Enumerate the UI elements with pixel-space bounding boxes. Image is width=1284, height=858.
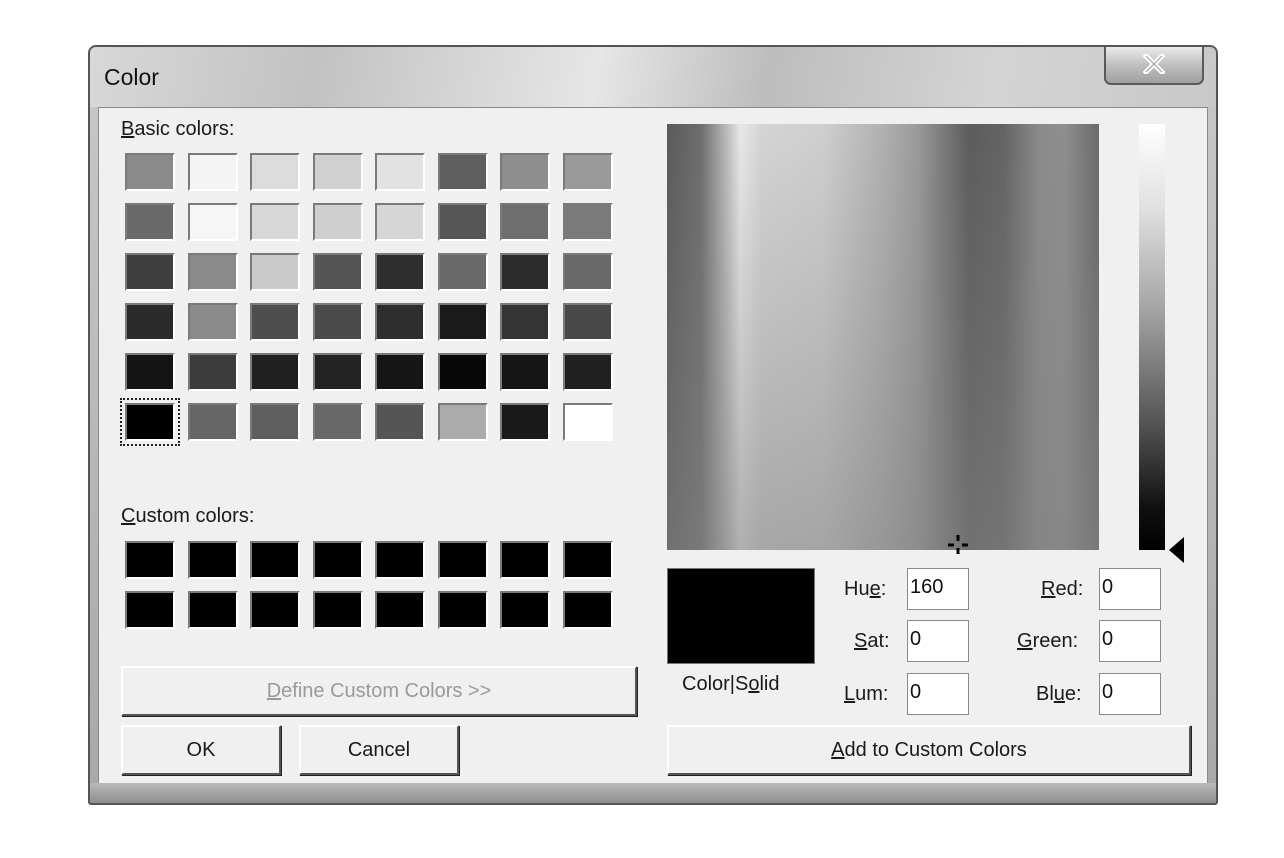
blue-field[interactable]: 0 bbox=[1099, 673, 1161, 715]
basic-color-swatch[interactable] bbox=[125, 303, 175, 341]
luminosity-bar[interactable] bbox=[1139, 124, 1165, 550]
cancel-button[interactable]: Cancel bbox=[299, 725, 459, 775]
custom-colors-label: Custom colors: bbox=[121, 505, 255, 527]
basic-color-swatch[interactable] bbox=[375, 153, 425, 191]
custom-color-swatch[interactable] bbox=[375, 541, 425, 579]
basic-color-swatch[interactable] bbox=[500, 203, 550, 241]
basic-color-swatch[interactable] bbox=[250, 253, 300, 291]
basic-color-swatch[interactable] bbox=[125, 253, 175, 291]
basic-color-swatch[interactable] bbox=[187, 303, 238, 341]
basic-color-swatch[interactable] bbox=[500, 353, 550, 391]
lum-label: Lum: bbox=[844, 683, 889, 705]
basic-color-swatch[interactable] bbox=[312, 203, 363, 241]
basic-color-swatch[interactable] bbox=[562, 253, 613, 291]
green-label: Green: bbox=[1017, 630, 1079, 652]
custom-color-swatch[interactable] bbox=[250, 541, 300, 579]
basic-color-swatch[interactable] bbox=[437, 403, 488, 441]
basic-color-swatch[interactable] bbox=[187, 153, 238, 191]
green-field[interactable]: 0 bbox=[1099, 620, 1161, 662]
custom-color-swatch[interactable] bbox=[562, 541, 613, 579]
basic-color-swatch[interactable] bbox=[312, 303, 363, 341]
custom-color-swatch[interactable] bbox=[500, 541, 550, 579]
basic-color-swatch[interactable] bbox=[562, 403, 613, 441]
basic-color-swatch[interactable] bbox=[120, 398, 180, 446]
basic-color-swatch[interactable] bbox=[437, 353, 488, 391]
basic-color-swatch[interactable] bbox=[125, 153, 175, 191]
basic-color-swatch[interactable] bbox=[375, 403, 425, 441]
basic-color-swatch[interactable] bbox=[312, 253, 363, 291]
basic-color-swatch[interactable] bbox=[375, 353, 425, 391]
basic-color-swatch[interactable] bbox=[437, 303, 488, 341]
red-label: Red: bbox=[1041, 578, 1084, 600]
basic-color-swatch[interactable] bbox=[250, 403, 300, 441]
basic-color-swatch[interactable] bbox=[500, 403, 550, 441]
color-solid-label: Color|Solid bbox=[682, 673, 780, 695]
basic-color-swatch[interactable] bbox=[250, 203, 300, 241]
window-bottom-border bbox=[90, 783, 1216, 803]
custom-color-swatch[interactable] bbox=[437, 541, 488, 579]
basic-color-swatch[interactable] bbox=[187, 253, 238, 291]
custom-color-swatch[interactable] bbox=[187, 591, 238, 629]
sat-label: Sat: bbox=[854, 630, 890, 652]
basic-color-swatch[interactable] bbox=[312, 353, 363, 391]
basic-color-swatch[interactable] bbox=[250, 153, 300, 191]
basic-color-swatch[interactable] bbox=[187, 203, 238, 241]
custom-color-swatch[interactable] bbox=[312, 591, 363, 629]
crosshair-icon[interactable] bbox=[946, 533, 970, 559]
custom-color-swatch[interactable] bbox=[562, 591, 613, 629]
close-icon bbox=[1143, 54, 1165, 74]
basic-color-swatch[interactable] bbox=[125, 353, 175, 391]
basic-color-swatch[interactable] bbox=[500, 253, 550, 291]
custom-color-swatch[interactable] bbox=[125, 541, 175, 579]
luminosity-slider-arrow-icon[interactable] bbox=[1167, 536, 1185, 564]
basic-color-swatch[interactable] bbox=[562, 203, 613, 241]
custom-color-swatch[interactable] bbox=[250, 591, 300, 629]
basic-color-swatch[interactable] bbox=[562, 153, 613, 191]
hue-label: Hue: bbox=[844, 578, 887, 600]
color-preview bbox=[667, 568, 815, 664]
basic-color-swatch[interactable] bbox=[312, 153, 363, 191]
dialog-title: Color bbox=[104, 64, 159, 90]
basic-color-swatch[interactable] bbox=[375, 303, 425, 341]
blue-label: Blue: bbox=[1036, 683, 1082, 705]
basic-color-swatch[interactable] bbox=[562, 353, 613, 391]
red-field[interactable]: 0 bbox=[1099, 568, 1161, 610]
custom-color-swatch[interactable] bbox=[125, 591, 175, 629]
custom-color-swatch[interactable] bbox=[187, 541, 238, 579]
basic-color-swatch[interactable] bbox=[312, 403, 363, 441]
basic-color-swatch[interactable] bbox=[375, 203, 425, 241]
basic-color-swatch[interactable] bbox=[437, 203, 488, 241]
basic-color-swatch[interactable] bbox=[500, 153, 550, 191]
custom-color-swatch[interactable] bbox=[312, 541, 363, 579]
custom-color-swatch[interactable] bbox=[500, 591, 550, 629]
basic-color-swatch[interactable] bbox=[500, 303, 550, 341]
basic-color-swatch[interactable] bbox=[187, 403, 238, 441]
custom-color-swatch[interactable] bbox=[437, 591, 488, 629]
color-spectrum[interactable] bbox=[667, 124, 1099, 550]
custom-color-swatch[interactable] bbox=[375, 591, 425, 629]
basic-color-swatch[interactable] bbox=[562, 303, 613, 341]
basic-colors-label: Basic colors: bbox=[121, 118, 235, 140]
title-bar[interactable]: Color bbox=[90, 47, 1216, 107]
basic-color-swatch[interactable] bbox=[250, 303, 300, 341]
lum-field[interactable]: 0 bbox=[907, 673, 969, 715]
basic-color-swatch[interactable] bbox=[250, 353, 300, 391]
ok-button[interactable]: OK bbox=[121, 725, 281, 775]
sat-field[interactable]: 0 bbox=[907, 620, 969, 662]
basic-color-swatch[interactable] bbox=[125, 203, 175, 241]
basic-color-swatch[interactable] bbox=[437, 153, 488, 191]
basic-color-swatch[interactable] bbox=[187, 353, 238, 391]
close-button[interactable] bbox=[1104, 47, 1204, 85]
hue-field[interactable]: 160 bbox=[907, 568, 969, 610]
basic-color-swatch[interactable] bbox=[437, 253, 488, 291]
basic-color-swatch[interactable] bbox=[375, 253, 425, 291]
